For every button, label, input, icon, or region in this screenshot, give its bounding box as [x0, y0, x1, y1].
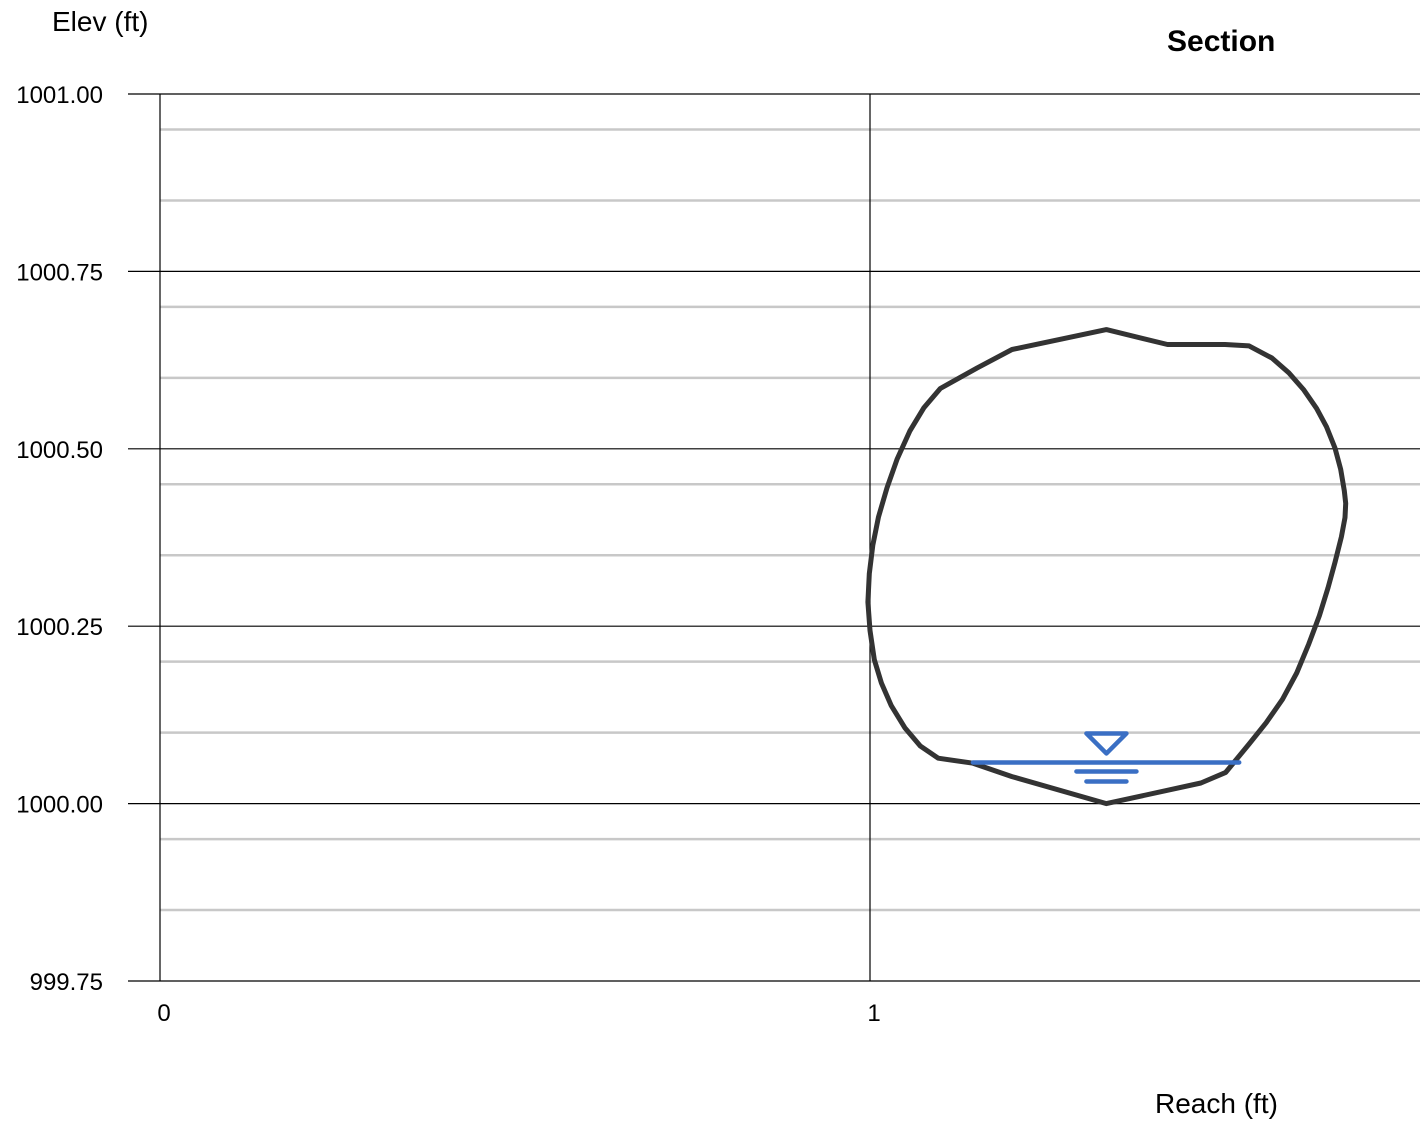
- y-tick-label: 1001.00: [16, 82, 103, 109]
- x-tick-label: 0: [157, 1000, 170, 1027]
- y-tick-label: 1000.50: [16, 437, 103, 464]
- chart-title: Section: [1167, 25, 1276, 58]
- y-tick-label: 1000.25: [16, 614, 103, 641]
- x-axis-title: Reach (ft): [1155, 1088, 1278, 1119]
- y-axis-title: Elev (ft): [52, 6, 149, 37]
- x-tick-label: 1: [867, 1000, 880, 1027]
- water-level-icon: [1084, 731, 1129, 756]
- y-tick-label: 1000.75: [16, 259, 103, 286]
- y-tick-label: 999.75: [30, 969, 103, 996]
- pipe-section-line: [865, 327, 1349, 807]
- y-tick-label: 1000.00: [16, 792, 103, 819]
